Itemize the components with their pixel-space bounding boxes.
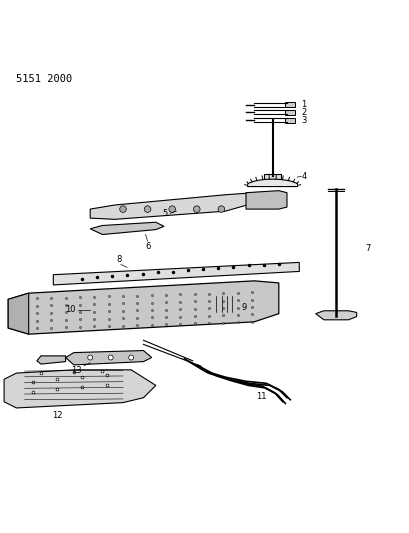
- Bar: [284, 102, 294, 107]
- Bar: [213, 296, 235, 312]
- Polygon shape: [90, 193, 254, 220]
- Text: 9: 9: [241, 303, 247, 312]
- Circle shape: [88, 355, 92, 360]
- Polygon shape: [65, 351, 151, 365]
- Polygon shape: [245, 191, 286, 209]
- Circle shape: [108, 355, 113, 360]
- Bar: [284, 110, 294, 115]
- Polygon shape: [8, 293, 29, 334]
- Circle shape: [128, 355, 133, 360]
- Text: 10: 10: [65, 305, 76, 314]
- Polygon shape: [247, 179, 297, 187]
- Text: 5151 2000: 5151 2000: [16, 74, 72, 84]
- Text: 12: 12: [52, 411, 63, 420]
- Polygon shape: [53, 262, 299, 285]
- Text: 2: 2: [301, 108, 306, 117]
- Circle shape: [218, 206, 224, 212]
- Polygon shape: [315, 311, 356, 320]
- Polygon shape: [4, 370, 155, 408]
- Circle shape: [119, 206, 126, 212]
- Polygon shape: [90, 222, 164, 235]
- Text: 3: 3: [301, 116, 306, 125]
- Circle shape: [144, 206, 151, 212]
- Bar: [284, 118, 294, 123]
- Text: 1: 1: [301, 100, 306, 109]
- Text: 6: 6: [144, 242, 150, 251]
- Text: 4: 4: [301, 172, 306, 181]
- Polygon shape: [8, 281, 278, 334]
- Text: 7: 7: [364, 244, 369, 253]
- Circle shape: [193, 206, 200, 212]
- Circle shape: [169, 206, 175, 212]
- Bar: [264, 174, 280, 180]
- Text: 13: 13: [71, 366, 82, 375]
- Polygon shape: [37, 356, 65, 364]
- Text: 11: 11: [256, 392, 266, 401]
- Text: 8: 8: [116, 255, 121, 264]
- Text: 5: 5: [162, 209, 168, 217]
